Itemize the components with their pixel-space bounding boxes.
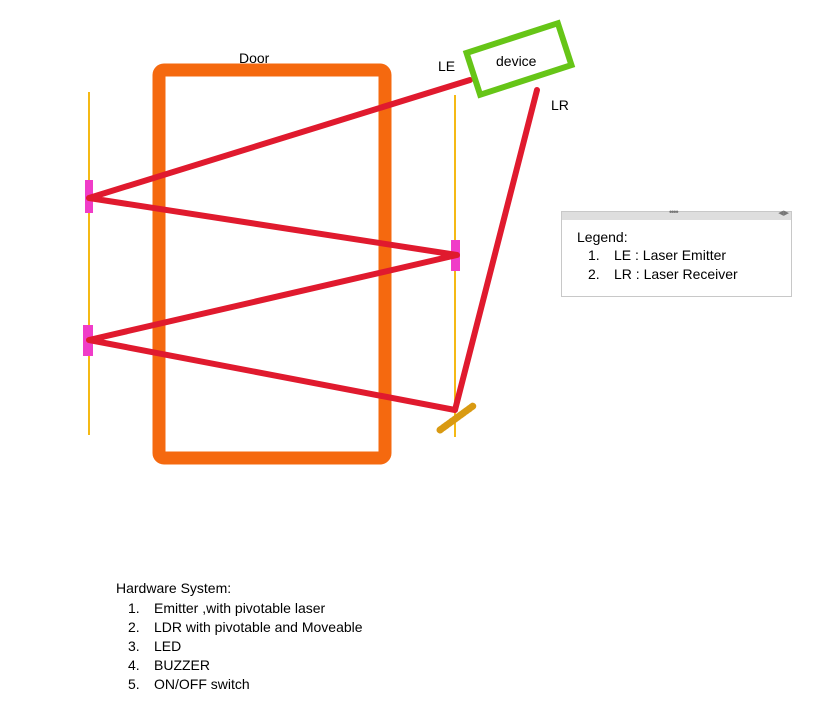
door-label: Door bbox=[239, 50, 270, 66]
list-item: 2. LDR with pivotable and Moveable bbox=[128, 619, 363, 635]
legend-box: •••• ◀▶ Legend: 1. LE : Laser Emitter 2. L… bbox=[561, 207, 792, 297]
legend-item: 1. LE : Laser Emitter bbox=[588, 247, 727, 263]
le-label: LE bbox=[438, 58, 456, 74]
device-label: device bbox=[496, 53, 537, 69]
legend-drag-bar[interactable]: •••• ◀▶ bbox=[562, 207, 791, 220]
legend-item: 2. LR : Laser Receiver bbox=[588, 266, 738, 282]
laser-receiver bbox=[436, 402, 477, 434]
hardware-list: Hardware System: 1. Emitter ,with pivotab… bbox=[116, 580, 363, 694]
drag-grip-icon[interactable]: •••• bbox=[669, 207, 679, 217]
legend-title: Legend: bbox=[577, 229, 628, 245]
device-box bbox=[462, 19, 576, 99]
hardware-title: Hardware System: bbox=[116, 580, 232, 596]
laser-beam bbox=[86, 77, 540, 413]
list-item: 3. LED bbox=[128, 638, 182, 654]
list-item: 5. ON/OFF switch bbox=[128, 676, 250, 692]
resize-arrows-icon[interactable]: ◀▶ bbox=[778, 210, 789, 217]
lr-label: LR bbox=[551, 97, 569, 113]
door-frame bbox=[152, 63, 392, 465]
list-item: 4. BUZZER bbox=[128, 657, 210, 673]
list-item: 1. Emitter ,with pivotable laser bbox=[128, 600, 326, 616]
